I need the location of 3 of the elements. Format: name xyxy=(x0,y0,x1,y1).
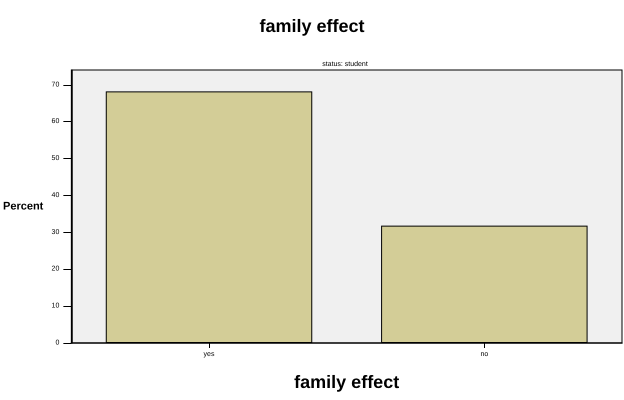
y-axis-title: Percent xyxy=(2,200,44,212)
chart-title: family effect xyxy=(259,16,365,36)
x-axis-title: family effect xyxy=(294,372,400,392)
